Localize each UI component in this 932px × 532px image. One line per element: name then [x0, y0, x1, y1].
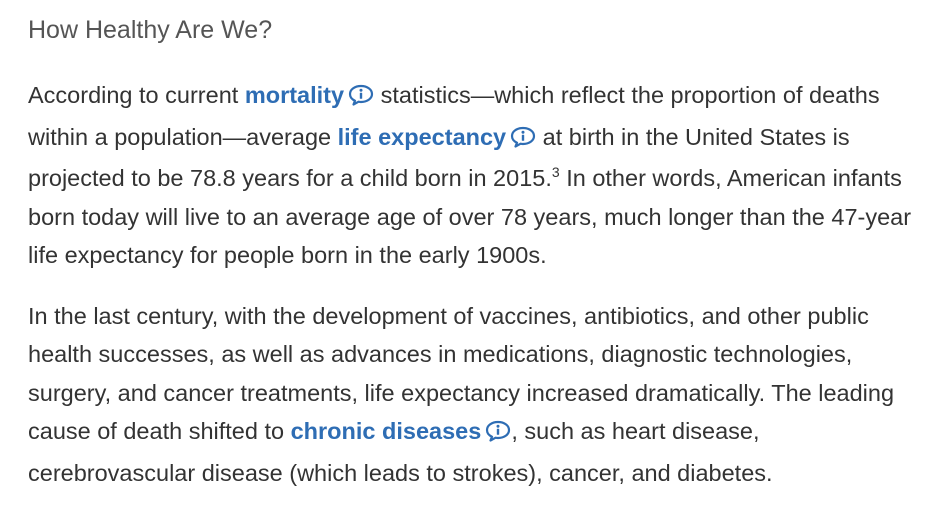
glossary-term-life-expectancy[interactable]: life expectancy — [337, 123, 507, 150]
glossary-info-icon-mortality[interactable] — [348, 79, 374, 118]
section-heading: How Healthy Are We? — [28, 16, 273, 44]
text-segment: at birth in the United States is project… — [28, 123, 850, 192]
text-segment: In other words, American infants born to… — [28, 165, 912, 268]
paragraph-life-expectancy: According to current mortality statistic… — [28, 76, 918, 275]
paragraph-chronic-diseases: In the last century, with the developmen… — [28, 297, 918, 493]
text-segment: In the last century, with the developmen… — [28, 302, 895, 445]
glossary-term-chronic-diseases[interactable]: chronic diseases — [290, 418, 482, 444]
text-segment: , such as heart disease, cerebrovascular… — [28, 418, 773, 486]
glossary-info-icon-life-expectancy[interactable] — [510, 121, 536, 160]
footnote-reference[interactable]: 3 — [551, 164, 560, 180]
glossary-info-icon-chronic-diseases[interactable] — [485, 415, 511, 454]
glossary-term-mortality[interactable]: mortality — [244, 82, 345, 108]
text-segment: statistics—which reflect the proportion … — [28, 82, 880, 150]
text-segment: According to current — [28, 82, 245, 108]
